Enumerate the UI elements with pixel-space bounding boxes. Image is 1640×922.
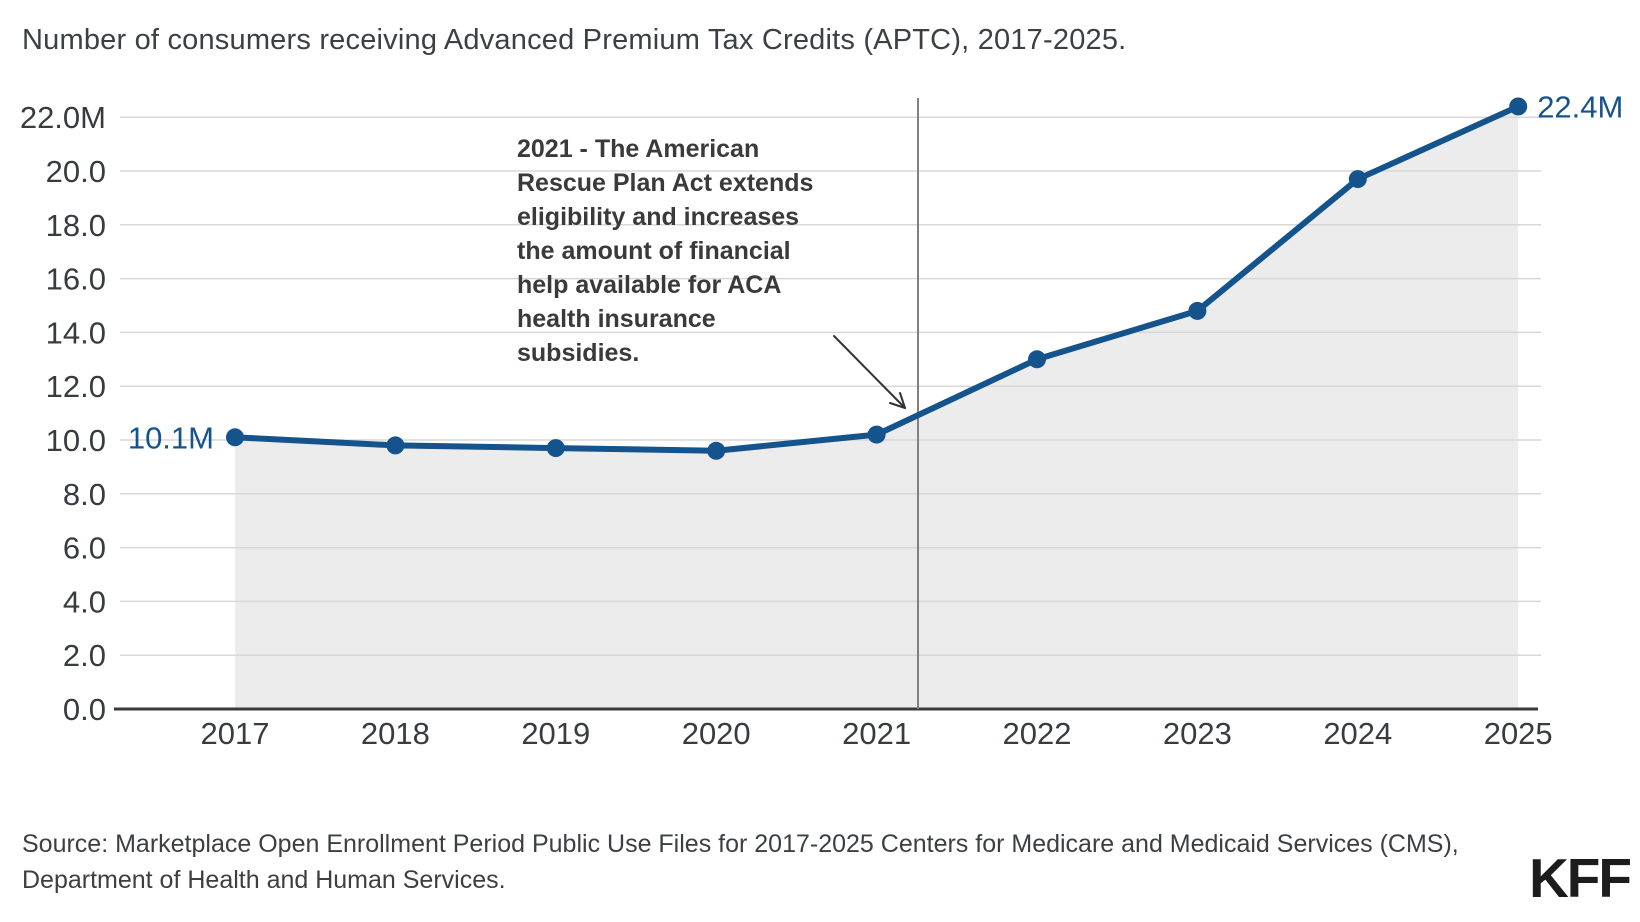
data-point-2018 xyxy=(386,436,405,455)
y-tick-label: 6.0 xyxy=(63,531,106,566)
annotation-text-line: help available for ACA xyxy=(517,271,781,299)
y-tick-label: 10.0 xyxy=(46,423,106,458)
annotation-arrow-shaft xyxy=(833,335,906,409)
data-point-2019 xyxy=(546,439,565,458)
y-tick-label: 16.0 xyxy=(46,262,106,297)
x-tick-label: 2023 xyxy=(1163,716,1232,751)
y-tick-label: 20.0 xyxy=(46,154,106,189)
annotation-text-line: eligibility and increases xyxy=(517,203,799,231)
chart-title: Number of consumers receiving Advanced P… xyxy=(22,24,1127,56)
data-point-2023 xyxy=(1188,301,1207,320)
x-tick-label: 2019 xyxy=(521,716,590,751)
source-text: Source: Marketplace Open Enrollment Peri… xyxy=(22,826,1459,898)
data-point-2025 xyxy=(1509,97,1528,116)
x-tick-label: 2017 xyxy=(201,716,270,751)
annotation-text-line: Rescue Plan Act extends xyxy=(517,169,813,197)
y-tick-label: 18.0 xyxy=(46,208,106,243)
y-tick-label: 22.0M xyxy=(20,100,106,135)
kff-logo: KFF xyxy=(1529,847,1632,909)
x-tick-label: 2025 xyxy=(1484,716,1553,751)
annotation-arrow-head xyxy=(889,402,906,409)
y-tick-label: 14.0 xyxy=(46,315,106,350)
x-tick-label: 2021 xyxy=(842,716,911,751)
y-tick-label: 4.0 xyxy=(63,584,106,619)
data-point-2024 xyxy=(1348,170,1367,189)
x-tick-label: 2024 xyxy=(1323,716,1392,751)
y-tick-label: 0.0 xyxy=(63,692,106,727)
data-point-2021 xyxy=(867,425,886,444)
area-fill xyxy=(235,106,1519,709)
x-tick-label: 2022 xyxy=(1003,716,1072,751)
last-point-value-label: 22.4M xyxy=(1537,89,1623,124)
y-tick-label: 8.0 xyxy=(63,477,106,512)
annotation-text-line: the amount of financial xyxy=(517,237,791,265)
data-point-2022 xyxy=(1028,350,1046,369)
data-point-2020 xyxy=(707,441,726,460)
aptc-line-chart: 0.0 2.0 4.0 6.0 8.0 10.0 12.0 14.0 16.0 18.0 20.0 2… xyxy=(20,89,1624,751)
y-tick-label: 12.0 xyxy=(46,369,106,404)
y-tick-label: 2.0 xyxy=(63,638,106,673)
first-point-value-label: 10.1M xyxy=(128,420,214,455)
annotation-text-line: 2021 - The American xyxy=(517,135,759,163)
annotation-arrow-head xyxy=(899,392,906,409)
source-line-2: Department of Health and Human Services. xyxy=(22,866,506,894)
annotation-text-line: subsidies. xyxy=(517,339,639,367)
source-line-1: Source: Marketplace Open Enrollment Peri… xyxy=(22,830,1459,858)
x-tick-label: 2018 xyxy=(361,716,430,751)
x-tick-label: 2020 xyxy=(682,716,751,751)
annotation-text-line: health insurance xyxy=(517,305,716,333)
data-point-2017 xyxy=(226,428,244,447)
